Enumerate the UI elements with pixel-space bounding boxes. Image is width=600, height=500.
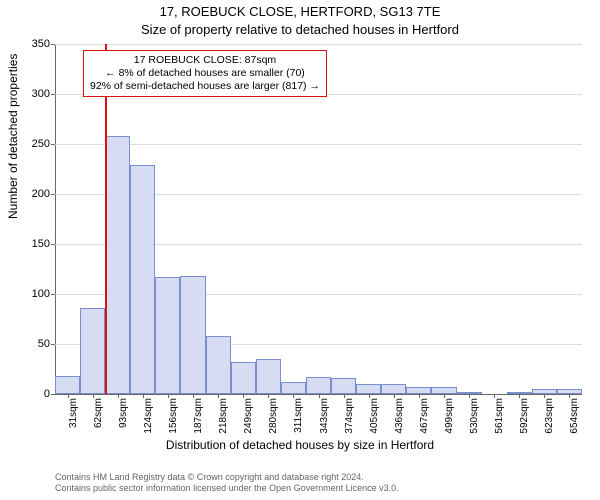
histogram-bar: [155, 277, 180, 394]
x-tick-mark: [344, 394, 345, 398]
x-tick-label: 405sqm: [369, 398, 380, 438]
x-tick-mark: [193, 394, 194, 398]
y-tick-label: 0: [10, 388, 50, 400]
y-tick-label: 150: [10, 238, 50, 250]
x-tick-label: 31sqm: [68, 398, 79, 438]
x-tick-label: 623sqm: [544, 398, 555, 438]
y-tick-mark: [51, 294, 55, 295]
annotation-line2: ← 8% of detached houses are smaller (70): [90, 67, 320, 80]
annotation-box: 17 ROEBUCK CLOSE: 87sqm← 8% of detached …: [83, 50, 327, 97]
x-tick-mark: [293, 394, 294, 398]
x-tick-mark: [93, 394, 94, 398]
x-tick-label: 249sqm: [243, 398, 254, 438]
histogram-bar: [206, 336, 231, 394]
x-tick-mark: [494, 394, 495, 398]
histogram-bar: [406, 387, 431, 394]
histogram-bar: [55, 376, 80, 394]
x-tick-label: 561sqm: [494, 398, 505, 438]
histogram-bar: [381, 384, 406, 394]
histogram-bar: [180, 276, 205, 394]
x-tick-label: 93sqm: [118, 398, 129, 438]
x-tick-label: 467sqm: [419, 398, 430, 438]
histogram-bar: [331, 378, 356, 394]
x-tick-label: 187sqm: [193, 398, 204, 438]
y-tick-mark: [51, 244, 55, 245]
x-tick-mark: [319, 394, 320, 398]
y-tick-mark: [51, 194, 55, 195]
x-tick-mark: [218, 394, 219, 398]
y-tick-mark: [51, 344, 55, 345]
y-tick-mark: [51, 144, 55, 145]
histogram-bar: [281, 382, 306, 394]
x-tick-mark: [369, 394, 370, 398]
x-tick-mark: [569, 394, 570, 398]
y-tick-mark: [51, 94, 55, 95]
x-tick-label: 374sqm: [344, 398, 355, 438]
histogram-bar: [105, 136, 130, 394]
histogram-bar: [431, 387, 456, 394]
x-tick-mark: [519, 394, 520, 398]
annotation-line3: 92% of semi-detached houses are larger (…: [90, 80, 320, 93]
y-tick-label: 300: [10, 88, 50, 100]
y-gridline: [55, 144, 582, 145]
histogram-bar: [130, 165, 155, 394]
histogram-bar: [256, 359, 281, 394]
x-tick-mark: [143, 394, 144, 398]
y-tick-mark: [51, 44, 55, 45]
y-tick-label: 250: [10, 138, 50, 150]
x-tick-label: 311sqm: [293, 398, 304, 438]
x-tick-mark: [68, 394, 69, 398]
x-tick-label: 343sqm: [319, 398, 330, 438]
x-tick-mark: [268, 394, 269, 398]
x-tick-label: 499sqm: [444, 398, 455, 438]
x-axis-label: Distribution of detached houses by size …: [0, 438, 600, 452]
x-tick-label: 592sqm: [519, 398, 530, 438]
histogram-bar: [231, 362, 256, 394]
chart-title-line2: Size of property relative to detached ho…: [0, 22, 600, 37]
x-tick-label: 62sqm: [93, 398, 104, 438]
x-tick-mark: [118, 394, 119, 398]
x-tick-label: 218sqm: [218, 398, 229, 438]
x-tick-label: 156sqm: [168, 398, 179, 438]
footer-line1: Contains HM Land Registry data © Crown c…: [55, 472, 399, 483]
annotation-line1: 17 ROEBUCK CLOSE: 87sqm: [90, 54, 320, 67]
y-tick-label: 350: [10, 38, 50, 50]
x-tick-mark: [444, 394, 445, 398]
x-tick-mark: [394, 394, 395, 398]
x-tick-label: 530sqm: [469, 398, 480, 438]
x-tick-label: 124sqm: [143, 398, 154, 438]
y-tick-label: 100: [10, 288, 50, 300]
y-gridline: [55, 44, 582, 45]
y-tick-label: 200: [10, 188, 50, 200]
chart-title-line1: 17, ROEBUCK CLOSE, HERTFORD, SG13 7TE: [0, 4, 600, 19]
footer-line2: Contains public sector information licen…: [55, 483, 399, 494]
plot-area: 17 ROEBUCK CLOSE: 87sqm← 8% of detached …: [55, 44, 582, 395]
x-tick-label: 436sqm: [394, 398, 405, 438]
histogram-bar: [80, 308, 105, 394]
x-tick-label: 280sqm: [268, 398, 279, 438]
x-tick-mark: [243, 394, 244, 398]
x-tick-mark: [544, 394, 545, 398]
histogram-bar: [356, 384, 381, 394]
x-tick-label: 654sqm: [569, 398, 580, 438]
histogram-bar: [306, 377, 331, 394]
x-tick-mark: [469, 394, 470, 398]
y-tick-label: 50: [10, 338, 50, 350]
y-tick-mark: [51, 394, 55, 395]
chart-container: 17, ROEBUCK CLOSE, HERTFORD, SG13 7TE Si…: [0, 0, 600, 500]
x-tick-mark: [168, 394, 169, 398]
footer-attribution: Contains HM Land Registry data © Crown c…: [55, 472, 399, 495]
y-axis-line: [55, 44, 56, 394]
x-tick-mark: [419, 394, 420, 398]
